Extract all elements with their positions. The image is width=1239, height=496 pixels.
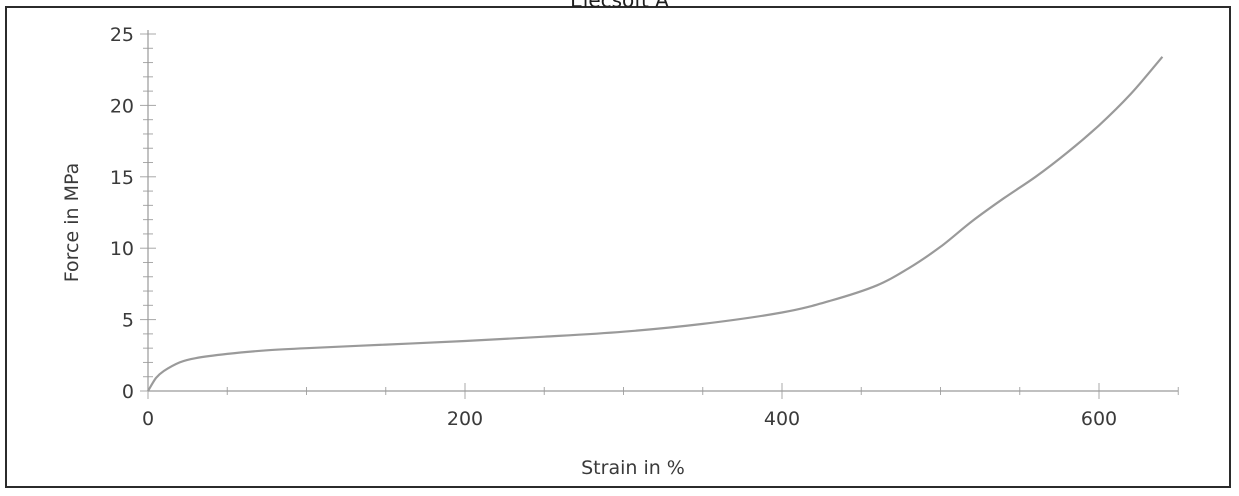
- y-tick-label: 25: [110, 24, 134, 46]
- x-tick-label: 600: [1081, 408, 1117, 430]
- series-line: [147, 56, 1164, 392]
- x-tick-label: 200: [447, 408, 483, 430]
- y-tick-label: 15: [110, 167, 134, 189]
- y-tick-label: 10: [110, 238, 134, 260]
- x-tick-label: 400: [764, 408, 800, 430]
- y-tick-label: 5: [122, 310, 134, 332]
- axis-ticks: [140, 33, 1179, 399]
- chart-frame: [5, 6, 1231, 488]
- y-axis-label: Force in MPa: [61, 163, 83, 282]
- chart-title: Elecsoft A: [570, 0, 669, 12]
- y-tick-label: 20: [110, 95, 134, 117]
- x-tick-label: 0: [142, 408, 154, 430]
- x-axis-label: Strain in %: [581, 457, 685, 479]
- tick-labels: 0 200 400 600 0 5 10 15 20 25: [110, 24, 1117, 430]
- y-tick-label: 0: [122, 381, 134, 403]
